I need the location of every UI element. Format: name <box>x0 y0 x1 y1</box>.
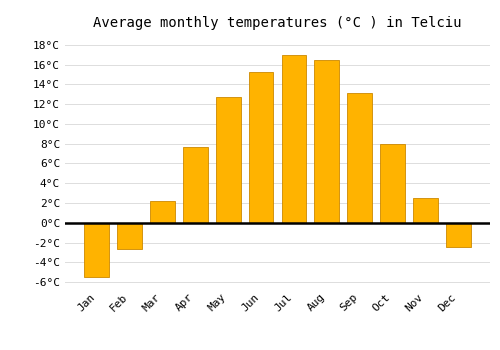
Bar <box>380 144 405 223</box>
Bar <box>117 223 142 250</box>
Bar <box>84 223 109 277</box>
Bar <box>150 201 174 223</box>
Bar <box>348 93 372 223</box>
Title: Average monthly temperatures (°C ) in Telciu: Average monthly temperatures (°C ) in Te… <box>93 16 462 30</box>
Bar <box>282 55 306 223</box>
Bar <box>216 97 240 223</box>
Bar <box>248 71 274 223</box>
Bar <box>446 223 470 247</box>
Bar <box>314 60 339 223</box>
Bar <box>413 198 438 223</box>
Bar <box>183 147 208 223</box>
